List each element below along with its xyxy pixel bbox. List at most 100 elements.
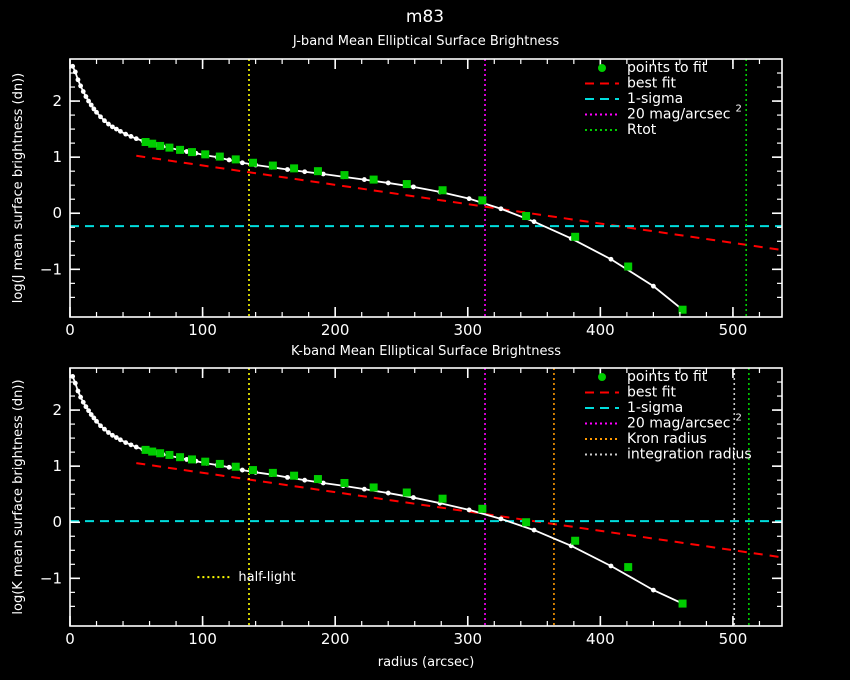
profile-point — [86, 408, 91, 414]
profile-point — [184, 457, 190, 462]
legend-label-superscript: 2 — [736, 413, 742, 424]
fit-point-marker — [438, 494, 447, 503]
fit-point-marker — [571, 232, 580, 241]
fit-point-marker — [571, 536, 580, 545]
profile-point — [106, 121, 111, 127]
x-tick-label: 300 — [453, 321, 482, 339]
panel-j-band: J-band Mean Elliptical Surface Brightnes… — [11, 34, 783, 339]
legend-marker-icon — [598, 64, 606, 72]
axis-frame — [69, 58, 783, 318]
profile-point — [117, 437, 123, 443]
profile-point — [239, 467, 245, 473]
profile-point — [650, 587, 656, 593]
legend-entry: 1-sigma — [585, 400, 683, 416]
fit-point-marker — [215, 459, 224, 468]
fit-point-marker — [522, 518, 531, 527]
profile-point — [88, 102, 94, 108]
legend-marker-icon — [598, 373, 606, 381]
x-tick-label: 200 — [321, 630, 350, 648]
best-fit-line — [136, 462, 782, 559]
profile-point — [117, 128, 123, 134]
fit-point-marker — [231, 155, 240, 164]
y-tick-label: −1 — [40, 260, 62, 278]
profile-point — [128, 442, 134, 448]
legend-label: best fit — [627, 385, 677, 401]
fit-point-marker — [313, 167, 322, 176]
profile-point — [70, 63, 76, 69]
y-tick-label: 1 — [52, 457, 62, 475]
profile-point — [110, 124, 115, 130]
annotation-label: half-light — [238, 570, 295, 585]
panel-k-band: K-band Mean Elliptical Surface Brightnes… — [11, 344, 783, 670]
profile-point — [608, 563, 614, 569]
legend-entry: 20 mag/arcsec 2 — [585, 413, 742, 432]
panel-title: J-band Mean Elliptical Surface Brightnes… — [292, 34, 559, 49]
profile-point — [110, 432, 115, 438]
fit-point-marker — [478, 504, 487, 513]
fit-point-marker — [290, 471, 299, 480]
fit-point-marker — [438, 186, 447, 195]
fit-point-marker — [141, 445, 150, 454]
fit-point-marker — [313, 475, 322, 484]
legend-entry: Kron radius — [585, 431, 707, 447]
legend-label: Kron radius — [627, 431, 707, 447]
profile-point — [102, 118, 107, 124]
fit-point-marker — [340, 478, 349, 487]
fit-point-marker — [187, 148, 196, 157]
profile-point — [83, 404, 89, 410]
legend-entry: best fit — [585, 76, 677, 92]
profile-point — [650, 283, 656, 289]
legend-label-superscript: 2 — [736, 104, 742, 115]
x-tick-label: 500 — [719, 630, 748, 648]
profile-point — [226, 464, 232, 470]
legend-entry: 20 mag/arcsec 2 — [585, 104, 742, 123]
profile-point — [184, 149, 190, 154]
x-axis-title: radius (arcsec) — [378, 655, 475, 670]
profile-point — [302, 169, 308, 175]
fit-point-marker — [148, 139, 157, 148]
panel-title: K-band Mean Elliptical Surface Brightnes… — [291, 344, 561, 359]
legend-label: 1-sigma — [627, 91, 683, 107]
profile-point — [98, 114, 103, 120]
fit-point-marker — [248, 466, 257, 475]
profile-point — [239, 160, 245, 166]
y-tick-label: −1 — [40, 569, 62, 587]
figure-main-title: m83 — [406, 7, 444, 27]
profile-point — [133, 136, 139, 142]
profile-point — [466, 196, 472, 202]
legend-entry: integration radius — [585, 447, 752, 463]
x-tick-label: 0 — [65, 630, 75, 648]
profile-point — [88, 412, 94, 417]
x-tick-label: 400 — [586, 630, 615, 648]
profile-point — [94, 109, 99, 115]
y-tick-label: 2 — [52, 92, 62, 110]
fit-point-marker — [248, 158, 257, 167]
fit-point-marker — [141, 138, 150, 147]
profile-point — [78, 394, 84, 400]
fit-point-marker — [340, 171, 349, 180]
fit-point-marker — [201, 150, 210, 159]
profile-point — [320, 171, 326, 177]
profile-point — [320, 480, 326, 486]
legend-entry: Rtot — [585, 122, 657, 138]
fit-point-marker — [156, 449, 165, 458]
profile-point — [102, 426, 107, 432]
x-tick-label: 400 — [586, 321, 615, 339]
y-tick-label: 0 — [52, 513, 62, 531]
x-tick-label: 300 — [453, 630, 482, 648]
profile-point — [226, 157, 232, 163]
fit-point-marker — [402, 180, 411, 189]
legend-label: best fit — [627, 76, 677, 92]
profile-point — [94, 418, 99, 424]
profile-point — [75, 77, 81, 83]
profile-point — [498, 516, 504, 522]
y-axis-title: log(J mean surface brightness (dn)) — [11, 73, 26, 303]
legend-label: Rtot — [627, 122, 657, 138]
fit-point-marker — [369, 175, 378, 184]
legend-label: points to fit — [627, 60, 708, 76]
y-tick-label: 2 — [52, 401, 62, 419]
x-tick-label: 100 — [188, 630, 217, 648]
